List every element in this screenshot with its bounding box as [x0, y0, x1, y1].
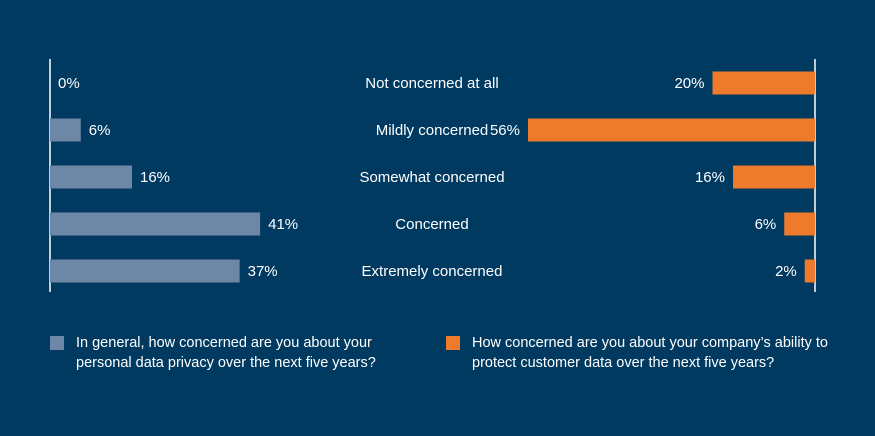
- right-bar-extremely-concerned: [804, 259, 815, 283]
- left-value-label-not-concerned-at-all: 0%: [58, 75, 80, 92]
- right-bar-concerned: [784, 212, 815, 236]
- legend-label-personal-privacy: In general, how concerned are you about …: [76, 335, 376, 371]
- legend-item-company-ability: How concerned are you about your company…: [446, 333, 836, 373]
- right-value-label-mildly-concerned: 56%: [490, 122, 520, 139]
- category-label-somewhat-concerned: Somewhat concerned: [359, 169, 504, 186]
- left-bar-concerned: [50, 212, 261, 236]
- left-bar-somewhat-concerned: [50, 165, 132, 189]
- left-bar-mildly-concerned: [50, 118, 81, 142]
- category-label-not-concerned-at-all: Not concerned at all: [365, 75, 498, 92]
- category-label-extremely-concerned: Extremely concerned: [362, 263, 503, 280]
- left-bar-extremely-concerned: [50, 259, 240, 283]
- right-value-label-not-concerned-at-all: 20%: [674, 75, 704, 92]
- legend-item-personal-privacy: In general, how concerned are you about …: [50, 333, 410, 373]
- right-value-label-concerned: 6%: [755, 216, 777, 233]
- right-bar-somewhat-concerned: [733, 165, 815, 189]
- category-label-concerned: Concerned: [395, 216, 468, 233]
- legend-swatch-company-ability: [446, 336, 460, 350]
- category-label-mildly-concerned: Mildly concerned: [376, 122, 489, 139]
- right-value-label-extremely-concerned: 2%: [775, 263, 797, 280]
- left-value-label-concerned: 41%: [268, 216, 298, 233]
- right-value-label-somewhat-concerned: 16%: [695, 169, 725, 186]
- right-bar-mildly-concerned: [528, 118, 815, 142]
- left-value-label-somewhat-concerned: 16%: [140, 169, 170, 186]
- legend-label-company-ability: How concerned are you about your company…: [472, 335, 828, 371]
- legend-swatch-personal-privacy: [50, 336, 64, 350]
- left-value-label-mildly-concerned: 6%: [89, 122, 111, 139]
- right-bar-not-concerned-at-all: [712, 71, 815, 95]
- left-value-label-extremely-concerned: 37%: [248, 263, 278, 280]
